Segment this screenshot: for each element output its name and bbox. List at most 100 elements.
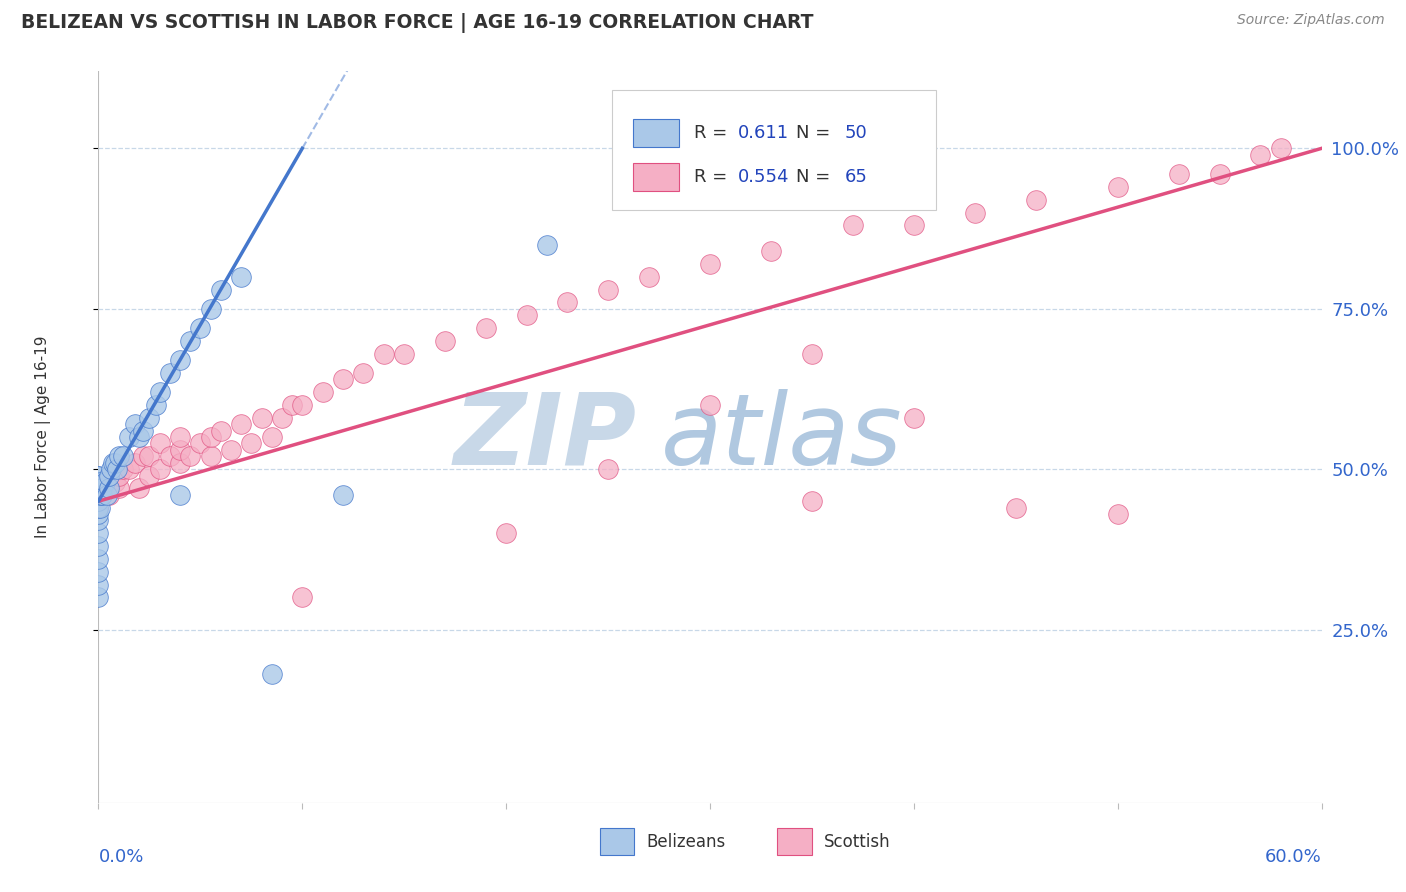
Point (200, 301, 222, 316)
Point (101, 456, 124, 470)
Point (209, 424, 232, 438)
Point (1249, 148, 1271, 162)
Point (159, 366, 181, 380)
Point (132, 424, 155, 438)
Point (97, 488, 120, 502)
Point (188, 321, 212, 335)
Text: 0.0%: 0.0% (98, 847, 143, 866)
Text: 65: 65 (845, 168, 868, 186)
Point (638, 269, 661, 284)
Point (87, 552, 110, 566)
Point (260, 667, 283, 681)
Point (87, 468, 110, 483)
Point (108, 468, 131, 483)
Point (474, 321, 498, 335)
Point (1209, 167, 1232, 181)
Point (250, 410, 273, 425)
Point (240, 436, 263, 450)
Point (91, 482, 114, 496)
Point (87, 482, 110, 496)
Text: R =: R = (695, 168, 733, 186)
Point (149, 385, 172, 400)
Point (200, 450, 222, 464)
Point (87, 475, 110, 489)
Text: 50: 50 (845, 124, 868, 142)
Point (145, 398, 167, 412)
Point (1004, 500, 1026, 515)
Bar (600, 828, 634, 855)
Point (536, 237, 558, 252)
Point (903, 219, 925, 233)
Point (761, 244, 783, 258)
Point (138, 468, 160, 483)
Point (100, 462, 122, 476)
Point (87, 475, 110, 489)
Point (841, 219, 863, 233)
Point (118, 462, 141, 476)
Point (169, 353, 191, 368)
Text: Scottish: Scottish (824, 832, 890, 851)
Point (149, 462, 172, 476)
Point (87, 488, 110, 502)
Point (159, 450, 181, 464)
Point (105, 462, 128, 476)
Point (108, 482, 131, 496)
Point (1025, 193, 1047, 207)
Point (1107, 179, 1129, 194)
Point (87, 488, 110, 502)
Point (169, 442, 191, 457)
Bar (778, 828, 811, 855)
Text: BELIZEAN VS SCOTTISH IN LABOR FORCE | AGE 16-19 CORRELATION CHART: BELIZEAN VS SCOTTISH IN LABOR FORCE | AG… (21, 13, 814, 33)
Point (108, 450, 131, 464)
Point (111, 462, 134, 476)
Point (87, 577, 110, 591)
Point (96, 488, 118, 502)
Point (89, 488, 111, 502)
Point (699, 257, 721, 271)
Point (188, 436, 212, 450)
Point (516, 308, 538, 322)
Point (801, 346, 824, 360)
Point (138, 450, 160, 464)
Point (219, 442, 242, 457)
Point (128, 482, 150, 496)
Point (291, 398, 314, 412)
Point (231, 417, 253, 432)
Point (87, 526, 110, 541)
Point (231, 269, 253, 284)
Point (332, 488, 354, 502)
Point (598, 462, 620, 476)
Bar (633, 119, 679, 146)
Point (87, 514, 110, 528)
Point (291, 591, 314, 605)
Point (87, 482, 110, 496)
Point (149, 436, 172, 450)
Text: Source: ZipAtlas.com: Source: ZipAtlas.com (1237, 13, 1385, 28)
Point (132, 450, 155, 464)
Point (97, 482, 120, 496)
Point (270, 410, 294, 425)
Point (801, 494, 824, 508)
Point (128, 430, 150, 444)
Point (200, 430, 222, 444)
Point (1270, 141, 1292, 155)
Point (87, 475, 110, 489)
Point (373, 346, 395, 360)
Point (124, 417, 146, 432)
Text: 60.0%: 60.0% (1265, 847, 1322, 866)
Point (138, 410, 160, 425)
Point (89, 500, 111, 515)
Point (965, 205, 987, 219)
Point (392, 346, 416, 360)
Text: ZIP: ZIP (454, 389, 637, 485)
Point (179, 334, 201, 348)
Point (312, 385, 335, 400)
Point (124, 456, 146, 470)
Point (87, 500, 110, 515)
Point (281, 398, 304, 412)
Point (903, 410, 925, 425)
Point (104, 475, 127, 489)
Point (1167, 167, 1189, 181)
Point (91, 488, 114, 502)
Point (352, 366, 374, 380)
